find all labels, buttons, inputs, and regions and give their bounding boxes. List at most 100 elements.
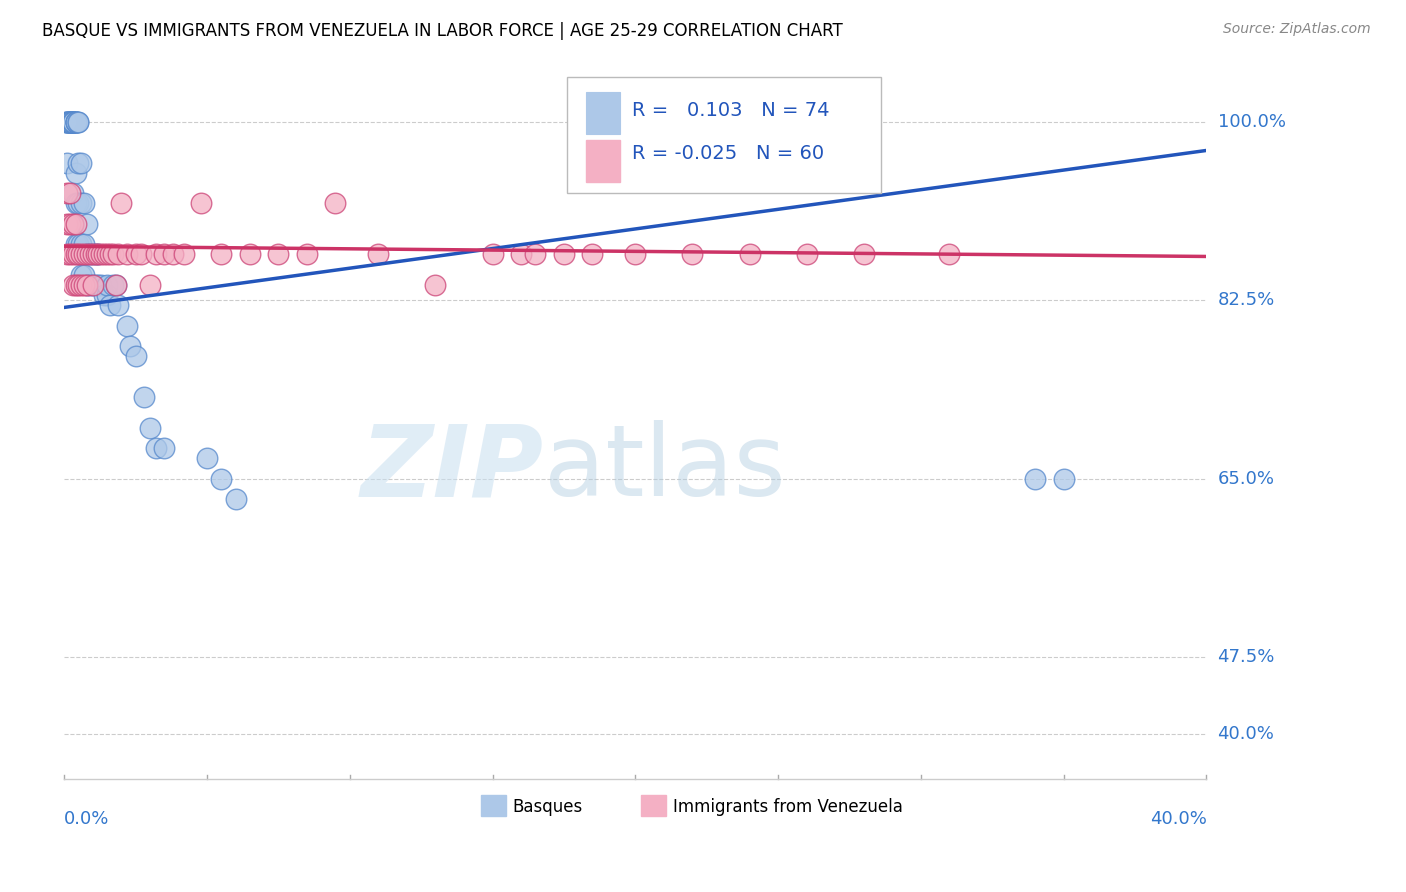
Point <box>425 278 447 293</box>
Point <box>76 247 98 261</box>
Point <box>79 247 101 261</box>
Point <box>65 166 87 180</box>
Text: 40.0%: 40.0% <box>1218 724 1274 742</box>
Point <box>56 217 79 231</box>
Point <box>76 278 98 293</box>
Point <box>56 115 79 129</box>
Bar <box>586 92 620 135</box>
Point <box>79 278 101 293</box>
Point <box>852 247 875 261</box>
Point <box>104 278 127 293</box>
Point <box>101 247 124 261</box>
Point <box>239 247 262 261</box>
Point <box>173 247 195 261</box>
Point <box>70 247 93 261</box>
Point <box>90 247 112 261</box>
Point <box>209 472 232 486</box>
Point <box>62 115 84 129</box>
Point <box>107 247 129 261</box>
Point <box>67 247 90 261</box>
Point <box>65 115 87 129</box>
Point <box>131 247 153 261</box>
Point <box>162 247 184 261</box>
Point <box>59 247 82 261</box>
Point <box>666 115 689 129</box>
Point <box>70 237 93 252</box>
Point <box>65 196 87 211</box>
Point <box>87 247 110 261</box>
Point <box>65 115 87 129</box>
Text: 82.5%: 82.5% <box>1218 292 1275 310</box>
Point <box>98 247 121 261</box>
Point <box>84 247 107 261</box>
Point <box>681 115 703 129</box>
Point <box>73 247 96 261</box>
Point <box>107 298 129 312</box>
Point <box>67 115 90 129</box>
Point <box>145 441 167 455</box>
Text: 100.0%: 100.0% <box>1218 113 1285 131</box>
Point <box>59 217 82 231</box>
Point <box>73 268 96 282</box>
Point <box>58 115 80 129</box>
Point <box>56 115 79 129</box>
Point <box>56 115 79 129</box>
Point <box>70 196 93 211</box>
Point <box>62 115 84 129</box>
Point <box>62 186 84 201</box>
Text: Source: ZipAtlas.com: Source: ZipAtlas.com <box>1223 22 1371 37</box>
Point <box>70 278 93 293</box>
Text: R = -0.025   N = 60: R = -0.025 N = 60 <box>631 144 824 162</box>
Point <box>82 278 104 293</box>
Point <box>62 217 84 231</box>
Point <box>796 247 818 261</box>
Point <box>76 217 98 231</box>
Point <box>62 115 84 129</box>
Point <box>295 247 318 261</box>
Point <box>481 247 503 261</box>
Point <box>96 247 118 261</box>
Point <box>325 196 347 211</box>
Point <box>93 288 115 302</box>
Point <box>70 155 93 169</box>
Point <box>62 115 84 129</box>
Point <box>1024 472 1046 486</box>
Point <box>59 186 82 201</box>
Point <box>62 115 84 129</box>
Text: R =   0.103   N = 74: R = 0.103 N = 74 <box>631 101 830 120</box>
Point <box>70 268 93 282</box>
Point <box>79 247 101 261</box>
Point <box>524 247 547 261</box>
Point <box>638 115 661 129</box>
Point <box>84 247 107 261</box>
Point <box>67 237 90 252</box>
Point <box>124 350 146 364</box>
Point <box>96 288 118 302</box>
Point <box>209 247 232 261</box>
Point <box>367 247 389 261</box>
Point <box>145 247 167 261</box>
Point <box>98 298 121 312</box>
Point <box>82 278 104 293</box>
Point <box>938 247 960 261</box>
Point <box>73 196 96 211</box>
Point <box>67 196 90 211</box>
Point <box>65 217 87 231</box>
Point <box>84 278 107 293</box>
Point <box>73 278 96 293</box>
Point <box>115 318 138 333</box>
Point <box>67 278 90 293</box>
Point <box>65 278 87 293</box>
Text: 0.0%: 0.0% <box>65 810 110 828</box>
Point <box>93 247 115 261</box>
Point <box>67 115 90 129</box>
Point <box>62 115 84 129</box>
Point <box>104 278 127 293</box>
Point <box>681 247 703 261</box>
Point <box>624 247 647 261</box>
Point <box>225 491 247 506</box>
Point <box>153 247 176 261</box>
Point <box>139 278 162 293</box>
Point <box>59 115 82 129</box>
Point <box>115 247 138 261</box>
